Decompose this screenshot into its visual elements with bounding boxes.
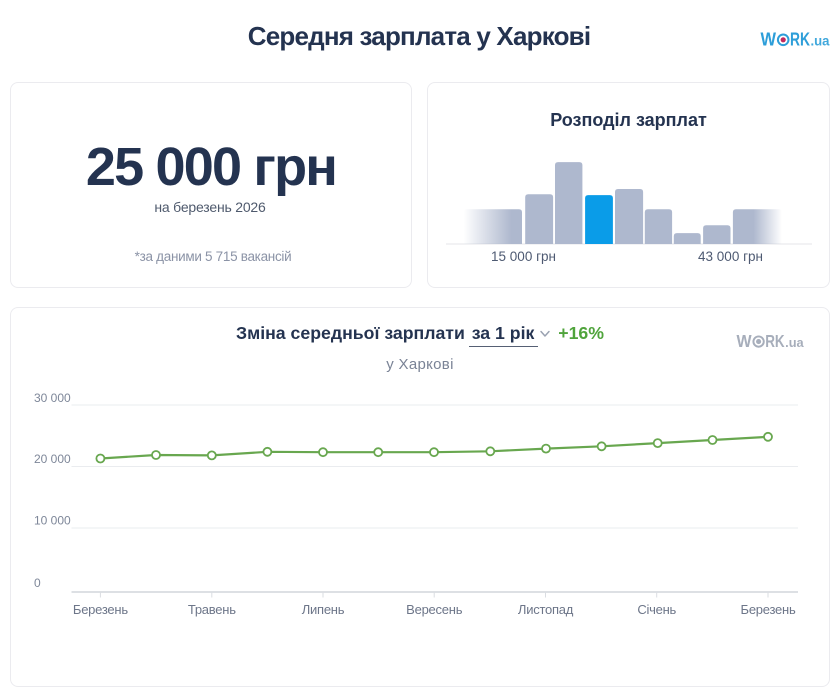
svg-text:Липень: Липень bbox=[302, 602, 345, 617]
svg-text:30 000: 30 000 bbox=[34, 391, 71, 405]
svg-text:Березень: Березень bbox=[741, 602, 796, 617]
svg-text:10 000: 10 000 bbox=[34, 514, 71, 528]
svg-text:Вересень: Вересень bbox=[406, 602, 463, 617]
svg-text:0: 0 bbox=[34, 576, 41, 590]
svg-text:20 000: 20 000 bbox=[34, 452, 71, 466]
svg-text:.ua: .ua bbox=[785, 335, 804, 350]
svg-text:RK: RK bbox=[790, 31, 810, 50]
svg-text:W: W bbox=[736, 333, 752, 351]
svg-text:Січень: Січень bbox=[637, 602, 676, 617]
svg-text:RK: RK bbox=[765, 333, 785, 351]
svg-text:W: W bbox=[761, 31, 777, 50]
svg-text:.ua: .ua bbox=[811, 34, 830, 49]
svg-text:Березень: Березень bbox=[73, 602, 128, 617]
svg-text:Травень: Травень bbox=[188, 602, 236, 617]
svg-text:Листопад: Листопад bbox=[518, 602, 574, 617]
